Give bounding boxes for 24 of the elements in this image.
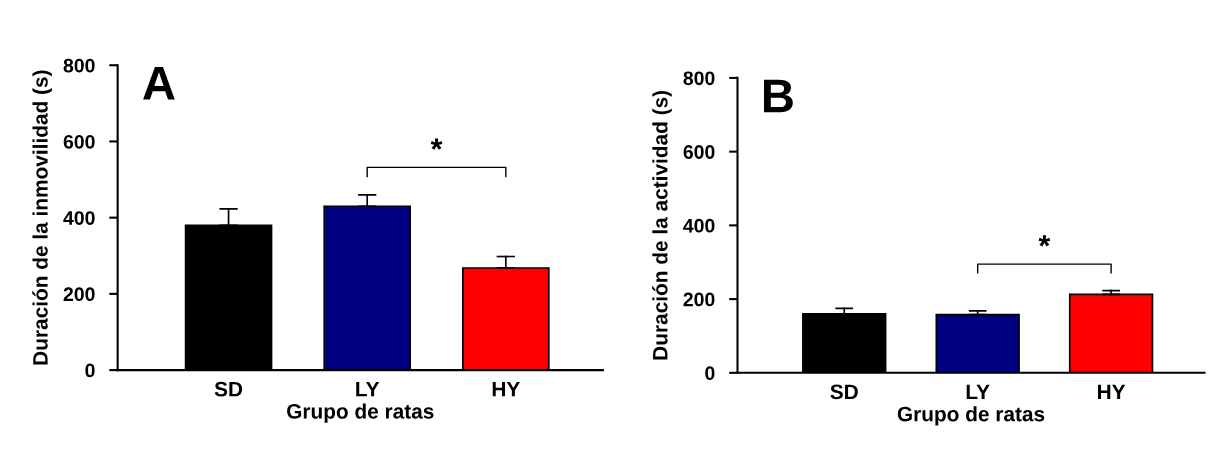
x-tick-label: SD (214, 381, 243, 397)
x-tick-label: SD (830, 384, 858, 400)
y-tick-label: 400 (63, 211, 95, 225)
annotation: * (1038, 235, 1051, 247)
y-axis-title: Duración de la inmovilidad (s) (32, 70, 52, 365)
x-tick-label: LY (356, 381, 380, 397)
y-tick-label: 0 (705, 366, 715, 381)
y-tick-label: 600 (63, 134, 95, 149)
y-axis-title: Duración de la actividad (s) (652, 90, 672, 360)
y-tick-label: 0 (85, 363, 95, 378)
y-tick-label: 400 (683, 218, 715, 233)
annotation: * (430, 138, 443, 150)
y-tick-label: 200 (63, 287, 95, 302)
y-tick-label: 800 (683, 71, 715, 86)
chart-title: B (764, 79, 793, 113)
y-tick-label: 800 (63, 58, 95, 73)
x-axis-title: Grupo de ratas (287, 403, 434, 423)
chart-title: A (143, 66, 175, 100)
x-tick-label: HY (1098, 384, 1126, 400)
y-tick-label: 600 (683, 145, 715, 159)
x-tick-label: HY (492, 381, 520, 397)
x-tick-label: LY (966, 384, 990, 400)
x-axis-title: Grupo de ratas (897, 406, 1045, 426)
y-tick-label: 200 (683, 292, 715, 307)
